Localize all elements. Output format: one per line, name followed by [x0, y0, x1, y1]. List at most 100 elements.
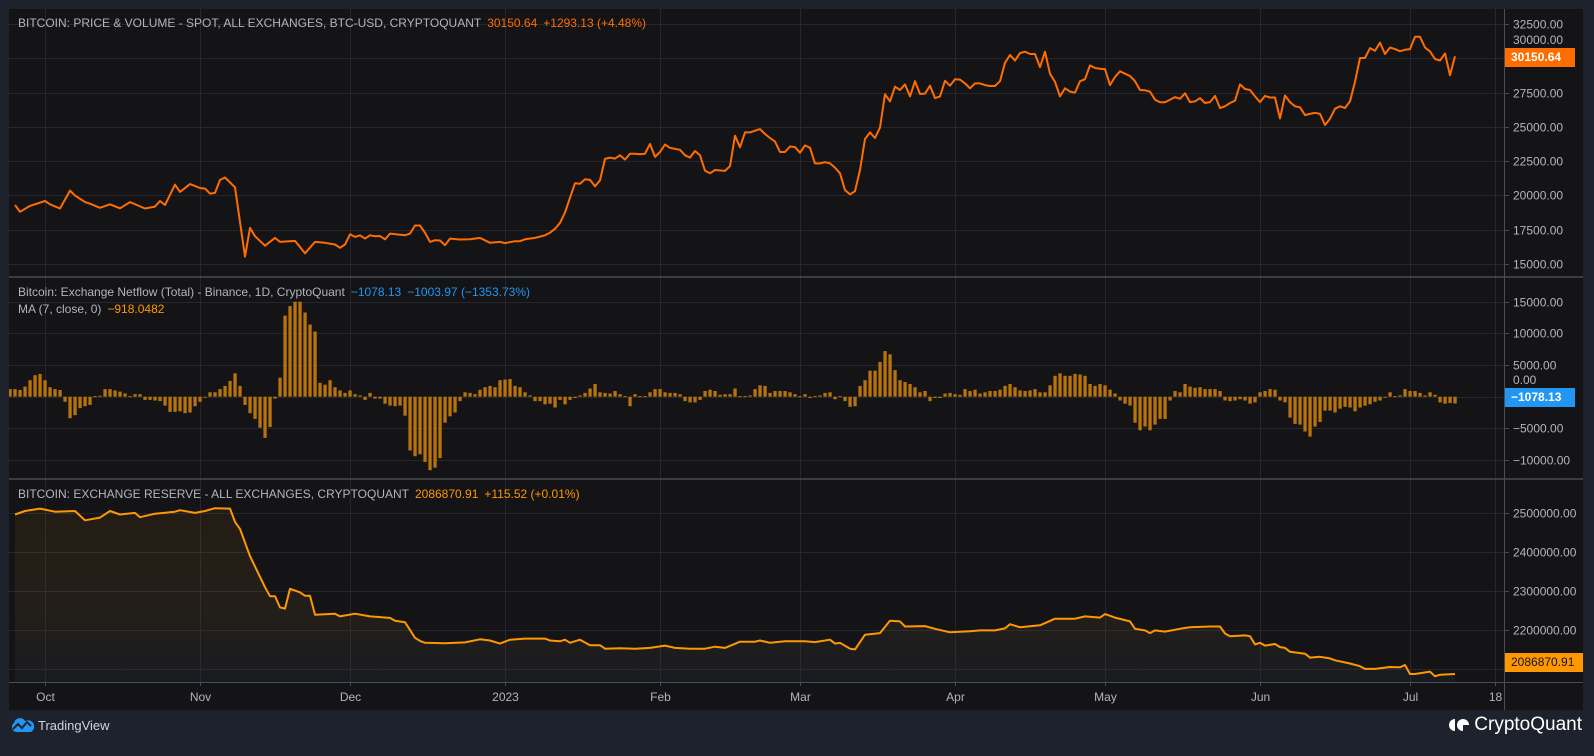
ma-legend[interactable]: MA (7, close, 0) −918.0482: [18, 302, 170, 316]
x-axis-labels[interactable]: Oct Nov Dec 2023 Feb Mar Apr May Jun Jul 18: [36, 690, 1502, 704]
netflow-bar: [138, 394, 142, 397]
netflow-bar: [1433, 394, 1437, 397]
netflow-bar: [678, 394, 682, 397]
netflow-bar: [1068, 375, 1072, 397]
netflow-bar: [273, 396, 277, 399]
netflow-bar: [613, 391, 617, 397]
netflow-bar: [1238, 396, 1242, 400]
netflow-bar: [118, 391, 122, 397]
netflow-bar: [128, 396, 132, 398]
netflow-bar: [633, 394, 637, 397]
y-tick-label: 32500.00: [1513, 18, 1563, 32]
netflow-bar: [1323, 396, 1327, 411]
netflow-bar: [1263, 391, 1267, 397]
netflow-bar: [1373, 396, 1377, 402]
netflow-bar: [1203, 389, 1207, 397]
price-legend[interactable]: BITCOIN: PRICE & VOLUME - SPOT, ALL EXCH…: [18, 16, 652, 30]
netflow-bar: [748, 395, 752, 397]
netflow-bar: [1033, 389, 1037, 397]
netflow-bar: [1428, 392, 1432, 397]
netflow-bar: [828, 392, 832, 397]
netflow-bar: [1248, 396, 1252, 404]
y-tick-label: 25000.00: [1513, 121, 1563, 135]
cryptoquant-mark-icon: [1449, 719, 1470, 731]
netflow-bar: [378, 396, 382, 399]
reserve-legend-change: +115.52 (+0.01%): [484, 487, 580, 501]
netflow-bar: [988, 391, 992, 397]
netflow-bar: [1388, 392, 1392, 397]
netflow-bar: [1383, 396, 1387, 398]
ma-legend-value: −918.0482: [107, 302, 165, 316]
netflow-bar: [568, 396, 572, 400]
netflow-bar: [508, 379, 512, 397]
tradingview-logo[interactable]: TradingView: [10, 717, 110, 733]
netflow-bar: [53, 389, 57, 397]
x-tick-label: Feb: [650, 690, 671, 704]
netflow-bar: [643, 396, 647, 398]
x-tick-label: Jun: [1251, 690, 1270, 704]
netflow-bar: [1398, 395, 1402, 397]
netflow-legend-change: −1003.97 (−1353.73%): [407, 285, 530, 299]
netflow-bar: [718, 394, 722, 397]
netflow-bar: [93, 396, 97, 398]
netflow-bar: [228, 380, 232, 397]
netflow-bar: [1143, 396, 1147, 427]
netflow-bar: [83, 396, 87, 407]
netflow-bar: [658, 389, 662, 397]
netflow-bar: [868, 370, 872, 397]
netflow-bar: [1438, 396, 1442, 403]
netflow-bar: [513, 385, 517, 397]
y-tick-label: 5000.00: [1513, 359, 1557, 373]
netflow-bar: [488, 385, 492, 397]
netflow-bar: [943, 393, 947, 397]
netflow-bar: [863, 380, 867, 397]
netflow-bar: [1133, 396, 1137, 423]
netflow-bar: [133, 394, 137, 397]
netflow-bar: [1413, 391, 1417, 397]
netflow-bar: [78, 396, 82, 409]
netflow-bar: [878, 361, 882, 397]
netflow-bar: [1423, 395, 1427, 397]
netflow-bar: [578, 395, 582, 397]
netflow-bar: [253, 396, 257, 419]
netflow-bar: [533, 396, 537, 402]
netflow-bar: [818, 395, 822, 397]
netflow-bar: [763, 385, 767, 397]
reserve-legend[interactable]: BITCOIN: EXCHANGE RESERVE - ALL EXCHANGE…: [18, 487, 586, 501]
netflow-legend[interactable]: Bitcoin: Exchange Netflow (Total) - Bina…: [18, 285, 536, 299]
netflow-bar: [543, 396, 547, 405]
netflow-bar: [38, 373, 42, 397]
netflow-bar: [388, 396, 392, 406]
reserve-area-fill: [15, 508, 1455, 682]
netflow-bar: [418, 396, 422, 455]
netflow-bar: [438, 396, 442, 459]
netflow-bar: [208, 392, 212, 397]
netflow-bar: [98, 395, 102, 397]
x-tick-label: Jul: [1403, 690, 1418, 704]
y-tick-label: −5000.00: [1513, 422, 1564, 436]
netflow-bar: [248, 396, 252, 414]
netflow-bar: [1198, 387, 1202, 397]
netflow-bar: [1178, 392, 1182, 397]
netflow-bar: [353, 394, 357, 397]
netflow-bar: [708, 389, 712, 397]
netflow-bar: [323, 384, 327, 397]
netflow-bar: [463, 392, 467, 397]
netflow-bar: [1123, 396, 1127, 404]
netflow-bar: [958, 394, 962, 397]
netflow-bar: [663, 392, 667, 397]
netflow-bar: [528, 395, 532, 397]
netflow-bar: [313, 331, 317, 397]
cryptoquant-logo[interactable]: CryptoQuant: [1448, 714, 1582, 736]
netflow-bar: [603, 392, 607, 397]
netflow-bar: [443, 396, 447, 423]
netflow-bar: [1003, 385, 1007, 397]
netflow-bar: [978, 393, 982, 397]
x-tick-label: Apr: [946, 690, 965, 704]
netflow-bar: [1028, 390, 1032, 397]
netflow-bar: [448, 396, 452, 417]
netflow-bar: [1368, 396, 1372, 405]
netflow-bar: [518, 387, 522, 397]
cryptoquant-logo-text: CryptoQuant: [1474, 714, 1582, 735]
